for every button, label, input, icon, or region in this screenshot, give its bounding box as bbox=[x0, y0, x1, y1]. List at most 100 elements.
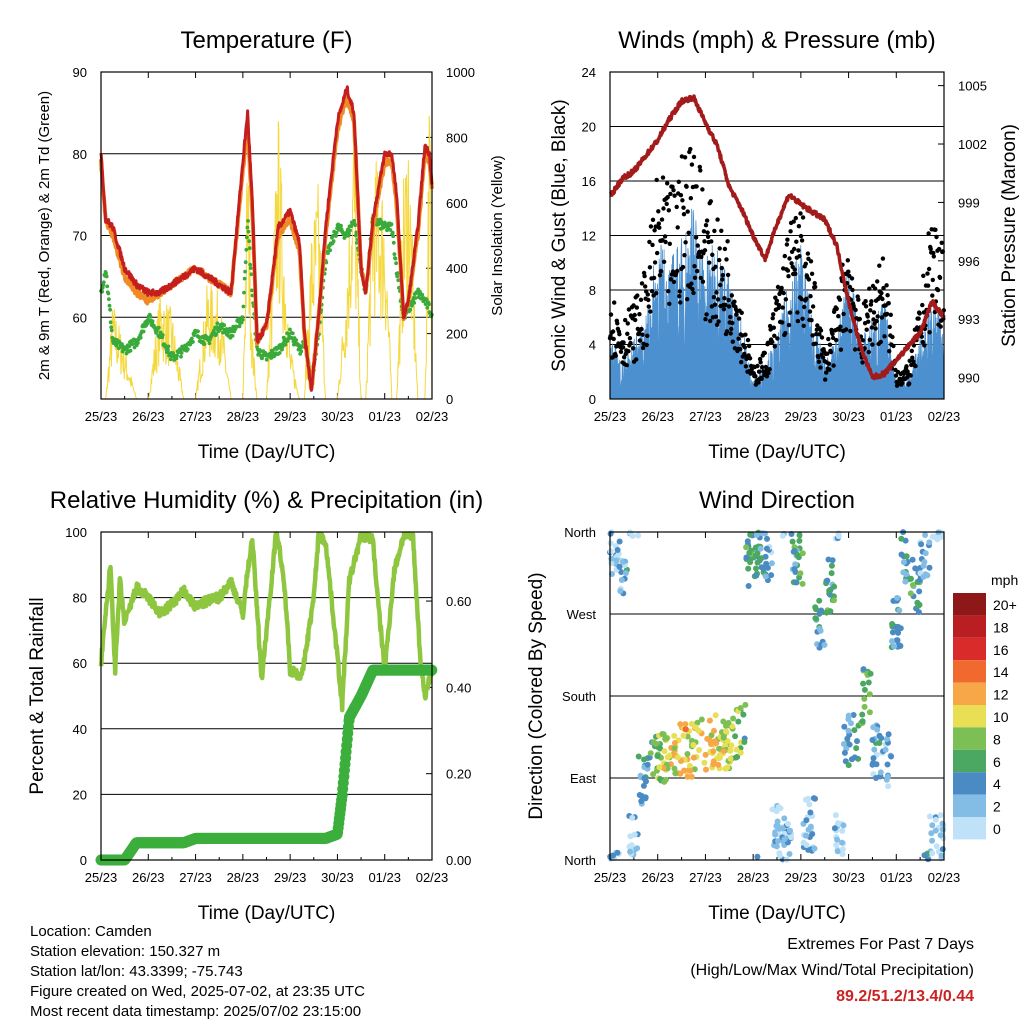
point-gust bbox=[637, 312, 642, 317]
point-direction bbox=[728, 742, 735, 749]
point-gust bbox=[837, 297, 843, 302]
point-direction bbox=[663, 735, 670, 742]
point-direction bbox=[787, 827, 794, 834]
point-gust bbox=[639, 281, 645, 286]
point-direction bbox=[900, 559, 907, 566]
point-gust bbox=[928, 246, 933, 252]
point-dewpoint bbox=[388, 228, 393, 232]
point-gust bbox=[830, 335, 836, 341]
point-gust bbox=[925, 271, 930, 276]
x-tick-label: 27/23 bbox=[689, 870, 722, 885]
footer-created: Figure created on Wed, 2025-07-02, at 23… bbox=[30, 983, 365, 1000]
point-dewpoint bbox=[141, 329, 146, 334]
point-direction bbox=[835, 820, 841, 827]
point-direction bbox=[674, 754, 681, 761]
point-gust bbox=[627, 336, 633, 341]
point-direction bbox=[638, 793, 645, 799]
point-gust bbox=[738, 346, 743, 352]
point-gust bbox=[825, 351, 830, 356]
point-direction bbox=[816, 597, 823, 604]
point-direction bbox=[885, 783, 892, 790]
point-gust bbox=[678, 300, 683, 305]
point-dewpoint bbox=[246, 229, 251, 234]
point-gust bbox=[637, 338, 643, 343]
point-gust bbox=[698, 168, 703, 173]
point-gust bbox=[800, 316, 805, 321]
point-gust bbox=[788, 229, 793, 234]
point-gust bbox=[783, 297, 788, 302]
point-dewpoint bbox=[104, 274, 109, 279]
point-direction bbox=[706, 717, 713, 724]
legend-label: 10 bbox=[993, 709, 1009, 725]
point-gust bbox=[774, 298, 780, 303]
point-dewpoint bbox=[353, 223, 358, 228]
point-direction bbox=[841, 723, 848, 730]
point-gust bbox=[625, 331, 630, 336]
point-direction bbox=[622, 570, 629, 577]
point-gust bbox=[812, 281, 817, 286]
point-direction bbox=[641, 756, 647, 763]
point-direction bbox=[828, 570, 835, 577]
point-gust bbox=[868, 308, 873, 313]
point-gust bbox=[715, 217, 720, 222]
point-gust bbox=[747, 356, 753, 361]
point-gust bbox=[691, 154, 697, 160]
point-gust bbox=[808, 294, 813, 299]
point-gust bbox=[780, 305, 785, 310]
point-direction bbox=[710, 761, 717, 768]
point-dewpoint bbox=[107, 303, 112, 308]
point-gust bbox=[645, 333, 650, 338]
point-direction bbox=[629, 814, 636, 821]
point-direction bbox=[926, 564, 933, 571]
point-gust bbox=[795, 318, 801, 324]
point-gust bbox=[775, 284, 781, 290]
point-direction bbox=[835, 533, 842, 540]
point-dewpoint bbox=[247, 239, 252, 244]
point-direction bbox=[681, 767, 688, 774]
point-direction bbox=[682, 726, 689, 733]
point-direction bbox=[851, 727, 858, 734]
point-gust bbox=[838, 324, 843, 329]
point-direction bbox=[745, 565, 752, 572]
point-direction bbox=[937, 832, 944, 839]
point-gust bbox=[880, 256, 886, 261]
point-direction bbox=[792, 579, 799, 586]
point-gust bbox=[930, 293, 935, 298]
point-direction bbox=[888, 753, 895, 760]
point-direction bbox=[921, 852, 928, 859]
point-direction bbox=[894, 594, 901, 601]
x-tick-label: 26/23 bbox=[132, 870, 165, 885]
point-direction bbox=[806, 801, 813, 808]
point-gust bbox=[708, 318, 713, 324]
point-gust bbox=[691, 290, 696, 296]
point-gust bbox=[648, 224, 654, 229]
point-gust bbox=[668, 277, 674, 282]
point-gust bbox=[675, 225, 680, 230]
point-gust bbox=[623, 317, 628, 323]
point-gust bbox=[871, 310, 877, 315]
point-direction bbox=[754, 853, 761, 860]
point-gust bbox=[874, 318, 879, 324]
point-direction bbox=[799, 580, 806, 587]
point-gust bbox=[665, 181, 670, 186]
point-direction bbox=[833, 842, 840, 849]
point-direction bbox=[834, 836, 841, 843]
point-dewpoint bbox=[420, 292, 425, 297]
point-gust bbox=[806, 277, 812, 282]
point-direction bbox=[839, 851, 846, 858]
point-gust bbox=[824, 370, 829, 375]
point-direction bbox=[894, 637, 901, 644]
point-dewpoint bbox=[248, 262, 253, 267]
point-gust bbox=[860, 360, 865, 365]
y-tick-label: West bbox=[567, 607, 597, 622]
x-tick-label: 27/23 bbox=[689, 409, 722, 424]
legend-swatch bbox=[953, 593, 986, 616]
point-dewpoint bbox=[230, 334, 235, 338]
point-direction bbox=[920, 562, 927, 569]
y-tick-label-right: 0.00 bbox=[446, 853, 471, 868]
point-dewpoint bbox=[277, 351, 282, 355]
point-direction bbox=[845, 727, 852, 734]
point-dewpoint bbox=[168, 357, 173, 362]
point-dewpoint bbox=[109, 328, 114, 333]
point-gust bbox=[709, 304, 714, 309]
